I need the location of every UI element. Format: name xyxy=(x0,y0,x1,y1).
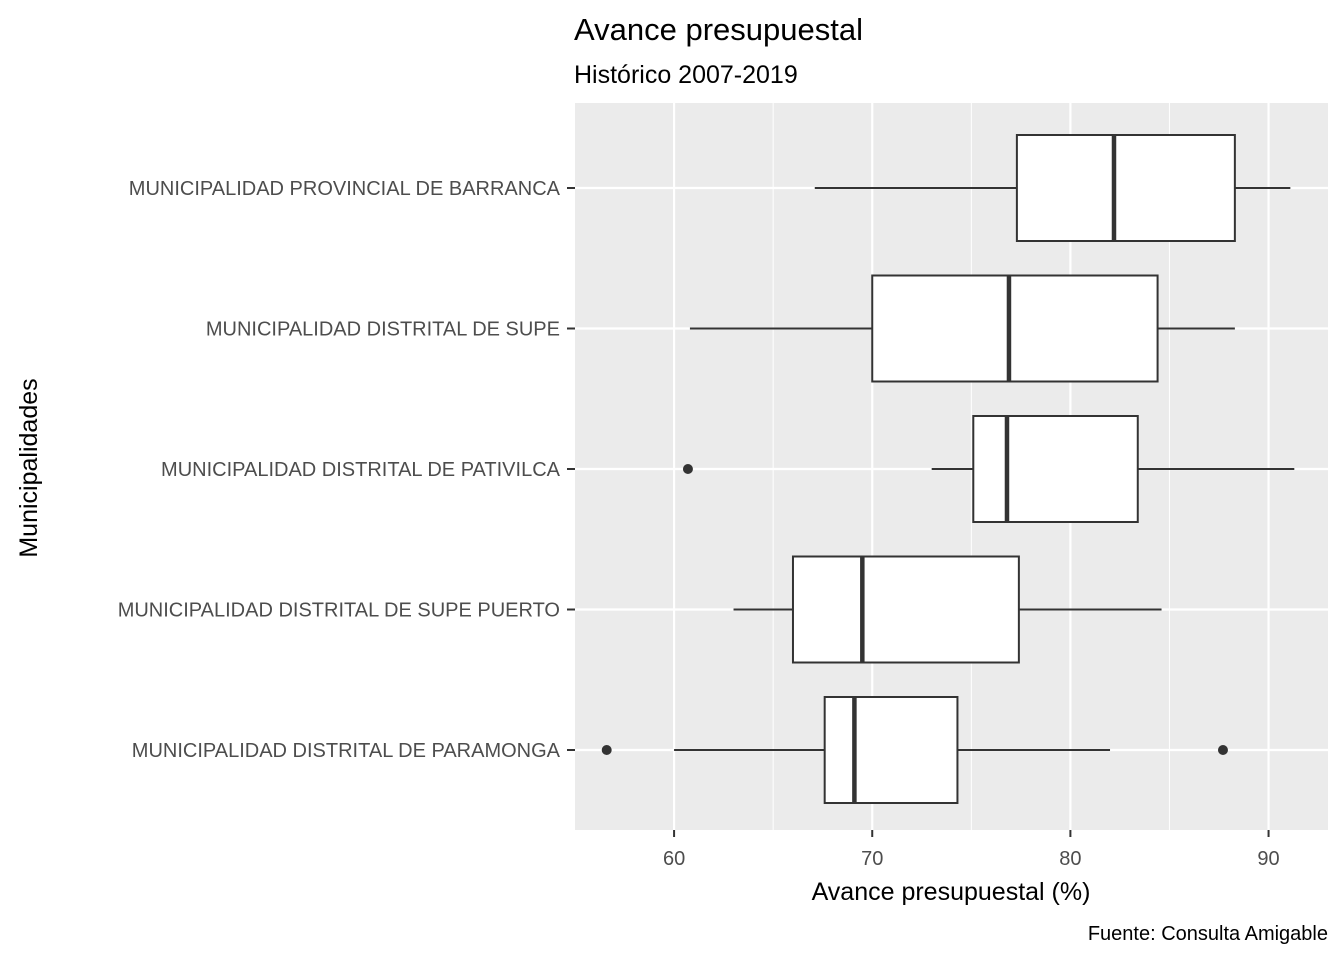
y-tick-label: MUNICIPALIDAD DISTRITAL DE SUPE xyxy=(206,319,560,341)
x-tick-label: 70 xyxy=(861,848,883,870)
box-group xyxy=(733,555,1162,664)
y-tick-label: MUNICIPALIDAD DISTRITAL DE SUPE PUERTO xyxy=(118,600,560,622)
box-group xyxy=(814,134,1291,242)
x-tick-label: 90 xyxy=(1257,848,1279,870)
y-tick-label: MUNICIPALIDAD DISTRITAL DE PATIVILCA xyxy=(161,459,561,481)
y-tick-label: MUNICIPALIDAD DISTRITAL DE PARAMONGA xyxy=(132,740,561,762)
boxes-layer xyxy=(601,134,1295,804)
outlier-point xyxy=(682,464,693,474)
x-tick-label: 80 xyxy=(1059,848,1081,870)
chart-subtitle: Histórico 2007-2019 xyxy=(574,61,798,89)
y-axis-title: Municipalidades xyxy=(15,378,43,557)
y-tick-label: MUNICIPALIDAD PROVINCIAL DE BARRANCA xyxy=(129,178,561,200)
chart-title: Avance presupuestal xyxy=(574,12,863,47)
y-axis: MUNICIPALIDAD PROVINCIAL DE BARRANCA MUNI… xyxy=(118,178,575,762)
box-iqr xyxy=(791,555,1020,664)
x-axis-title: Avance presupuestal (%) xyxy=(812,878,1091,906)
box-iqr xyxy=(823,696,959,804)
chart-caption: Fuente: Consulta Amigable xyxy=(1088,923,1328,945)
box-group xyxy=(601,696,1228,804)
x-tick-label: 60 xyxy=(663,848,685,870)
box-group xyxy=(689,274,1235,383)
outlier-point xyxy=(1217,745,1228,755)
outlier-point xyxy=(601,745,612,755)
box-iqr xyxy=(972,415,1139,523)
box-iqr xyxy=(1015,134,1236,242)
box-group xyxy=(682,415,1295,523)
box-iqr xyxy=(871,274,1159,383)
x-axis: 60 70 80 90 xyxy=(663,830,1280,870)
